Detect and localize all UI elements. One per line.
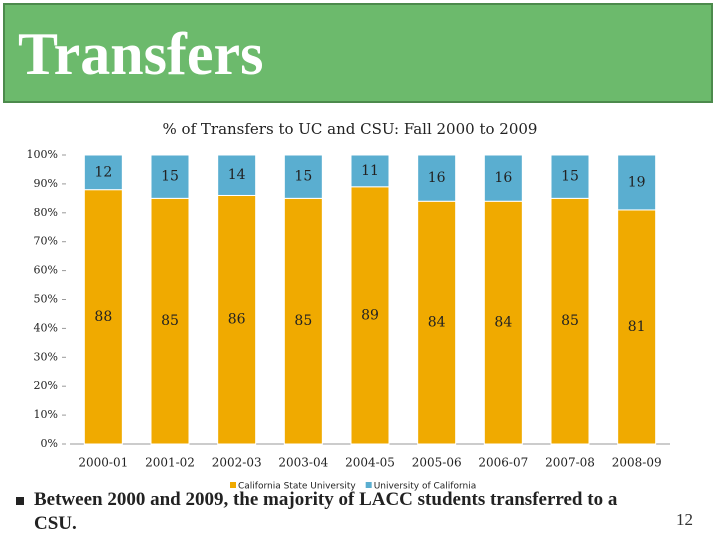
bar-segment [550,154,590,199]
legend-label: California State University [238,482,356,492]
data-label: 89 [361,307,379,323]
bar-segment [617,154,657,211]
data-label: 88 [94,309,112,325]
data-label: 19 [628,174,646,190]
x-tick-label: 2008-09 [612,456,662,470]
bar-segment [283,154,323,199]
bar-segment [83,189,123,445]
x-tick-label: 2006-07 [478,456,528,470]
y-tick-label: 0% [41,437,58,450]
x-tick-label: 2007-08 [545,456,595,470]
legend-swatch [230,482,236,488]
x-tick-label: 2000-01 [78,456,128,470]
data-label: 16 [494,170,512,186]
data-label: 12 [94,164,112,180]
data-label: 86 [228,312,246,328]
bar-segment [217,154,257,196]
bar-segment [350,186,390,445]
data-label: 15 [161,169,179,185]
slide-title: Transfers [18,21,264,87]
bar-segment [483,200,523,445]
bar-segment [417,154,457,202]
data-label: 16 [428,170,446,186]
bar-segment [150,154,190,199]
bar-segment [83,154,123,191]
y-tick-label: 10% [34,408,58,421]
x-tick-label: 2003-04 [278,456,328,470]
y-tick-label: 70% [34,235,58,248]
y-tick-label: 40% [34,321,58,334]
y-tick-label: 20% [34,379,58,392]
bullet-text: Between 2000 and 2009, the majority of L… [34,489,618,534]
bar-segment [350,154,390,188]
bar-segment [617,209,657,445]
data-label: 81 [628,319,646,335]
y-tick-label: 30% [34,350,58,363]
bar-segment [217,194,257,445]
x-tick-label: 2001-02 [145,456,195,470]
data-label: 14 [228,167,246,183]
y-tick-label: 50% [34,293,58,306]
x-tick-label: 2005-06 [412,456,462,470]
y-tick-label: 100% [27,148,58,161]
header-bar [3,3,713,103]
data-label: 15 [561,169,579,185]
bar-segment [283,197,323,445]
data-label: 85 [294,313,312,329]
data-label: 85 [161,313,179,329]
page-number: 12 [676,510,693,529]
data-label: 15 [294,169,312,185]
data-label: 11 [361,163,379,179]
data-label: 84 [494,315,512,331]
y-tick-label: 60% [34,264,58,277]
bar-segment [483,154,523,202]
bar-segment [150,197,190,445]
legend-label: University of California [374,482,477,492]
x-tick-label: 2004-05 [345,456,395,470]
y-tick-label: 90% [34,177,58,190]
bullet-mark [16,497,24,505]
bar-segment [417,200,457,445]
data-label: 84 [428,315,446,331]
legend-swatch [365,482,372,488]
data-label: 85 [561,313,579,329]
bar-segment [550,197,590,445]
y-tick-label: 80% [34,206,58,219]
x-tick-label: 2002-03 [212,456,262,470]
chart-title: % of Transfers to UC and CSU: Fall 2000 … [163,120,538,138]
